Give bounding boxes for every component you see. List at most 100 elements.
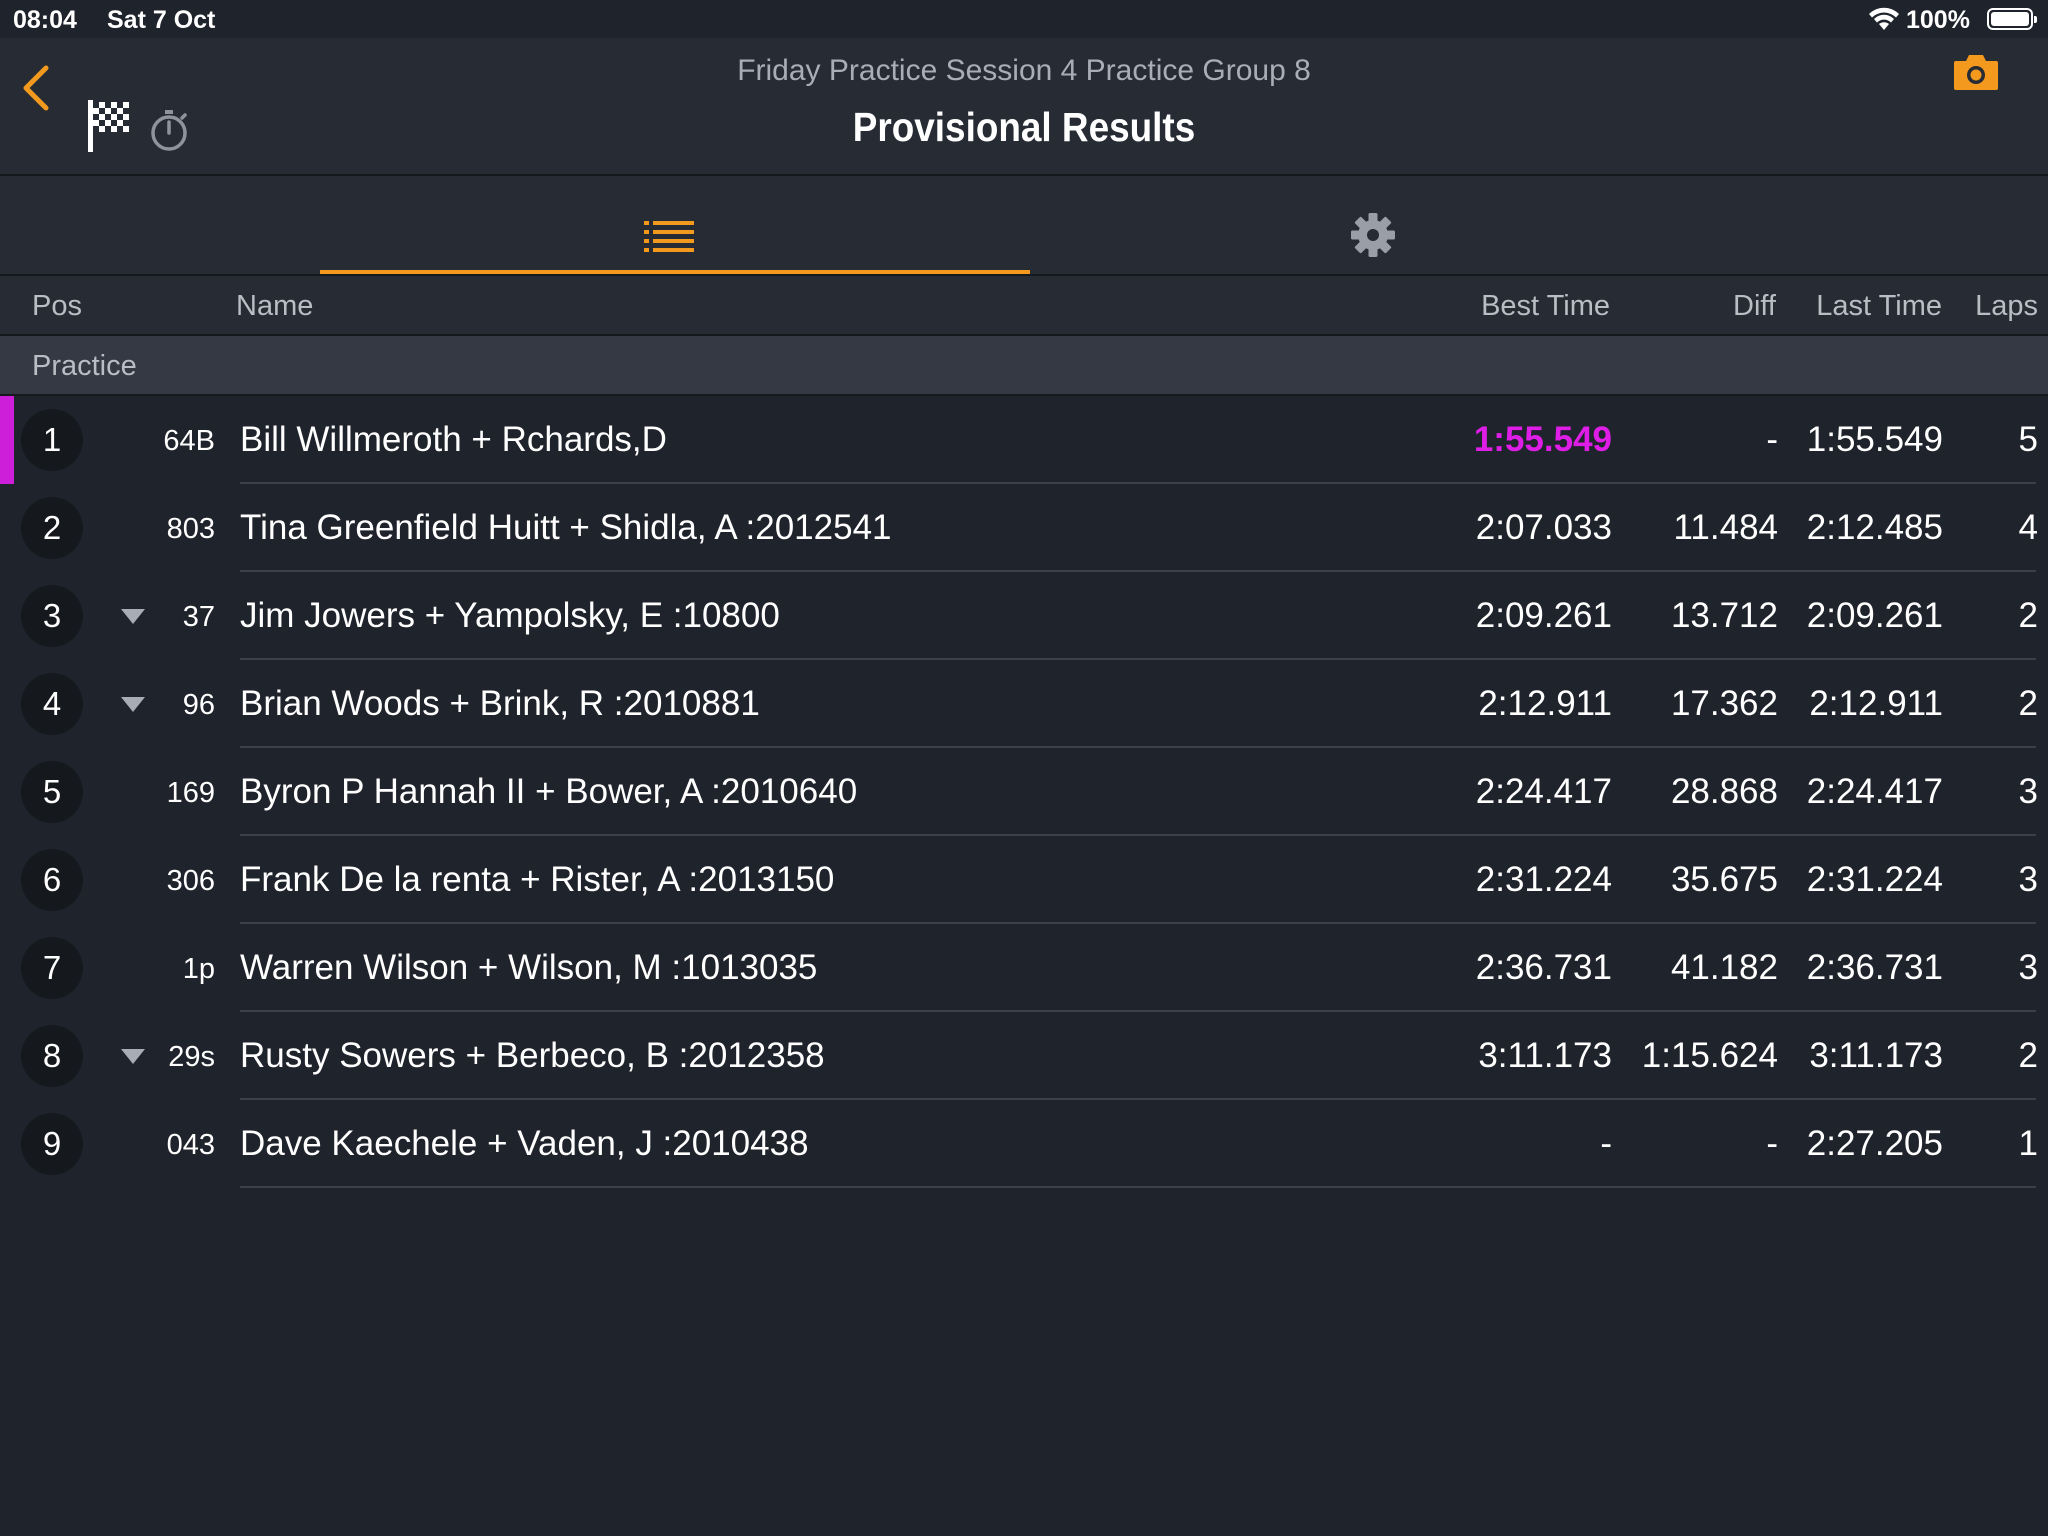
battery-icon <box>1987 8 2037 30</box>
driver-name: Bill Willmeroth + Rchards,D <box>240 420 667 459</box>
last-time: 2:12.485 <box>1806 508 1943 547</box>
position-badge: 9 <box>21 1113 83 1175</box>
result-row[interactable]: 6 306 Frank De la renta + Rister, A :201… <box>0 836 2048 924</box>
last-time: 2:24.417 <box>1806 772 1943 811</box>
car-number: 96 <box>182 689 215 721</box>
laps-count: 5 <box>2018 420 2038 459</box>
gear-icon <box>1351 213 1395 257</box>
car-number: 803 <box>166 513 215 545</box>
last-time: 1:55.549 <box>1806 420 1943 459</box>
results-table: 1 64B Bill Willmeroth + Rchards,D 1:55.5… <box>0 396 2048 1188</box>
diff-time: 11.484 <box>1673 508 1778 547</box>
driver-name: Dave Kaechele + Vaden, J :2010438 <box>240 1124 809 1163</box>
best-time: - <box>1600 1124 1612 1163</box>
tab-bar <box>0 176 2048 276</box>
position-down-icon <box>121 1049 145 1064</box>
status-bar: 08:04 Sat 7 Oct 100% <box>0 0 2048 38</box>
position-badge: 4 <box>21 673 83 735</box>
leader-indicator <box>0 396 14 484</box>
driver-name: Brian Woods + Brink, R :2010881 <box>240 684 760 723</box>
car-number: 169 <box>166 777 215 809</box>
car-number: 1p <box>182 953 215 985</box>
car-number: 306 <box>166 865 215 897</box>
column-header-diff[interactable]: Diff <box>1733 290 1776 322</box>
column-header-best-time[interactable]: Best Time <box>1481 290 1610 322</box>
laps-count: 3 <box>2018 860 2038 899</box>
position-badge: 6 <box>21 849 83 911</box>
result-row[interactable]: 8 29s Rusty Sowers + Berbeco, B :2012358… <box>0 1012 2048 1100</box>
diff-time: 13.712 <box>1670 596 1778 635</box>
laps-count: 3 <box>2018 948 2038 987</box>
active-tab-indicator <box>320 270 1030 274</box>
stopwatch-icon[interactable] <box>148 108 190 152</box>
driver-name: Rusty Sowers + Berbeco, B :2012358 <box>240 1036 825 1075</box>
list-icon <box>644 221 694 252</box>
position-badge: 2 <box>21 497 83 559</box>
last-time: 2:09.261 <box>1806 596 1943 635</box>
best-time: 2:36.731 <box>1475 948 1612 987</box>
column-header-name[interactable]: Name <box>236 290 314 322</box>
driver-name: Warren Wilson + Wilson, M :1013035 <box>240 948 818 987</box>
best-time: 2:09.261 <box>1475 596 1612 635</box>
diff-time: 41.182 <box>1670 948 1778 987</box>
position-down-icon <box>121 609 145 624</box>
driver-name: Frank De la renta + Rister, A :2013150 <box>240 860 835 899</box>
driver-name: Jim Jowers + Yampolsky, E :10800 <box>240 596 780 635</box>
group-label: Practice <box>32 350 137 382</box>
result-row[interactable]: 9 043 Dave Kaechele + Vaden, J :2010438 … <box>0 1100 2048 1188</box>
status-time: 08:04 <box>13 6 77 34</box>
column-header-last-time[interactable]: Last Time <box>1816 290 1942 322</box>
best-time: 1:55.549 <box>1473 420 1612 459</box>
result-row[interactable]: 2 803 Tina Greenfield Huitt + Shidla, A … <box>0 484 2048 572</box>
diff-time: - <box>1766 420 1778 459</box>
status-date: Sat 7 Oct <box>107 6 216 34</box>
driver-name: Tina Greenfield Huitt + Shidla, A :20125… <box>240 508 892 547</box>
diff-time: 1:15.624 <box>1641 1036 1778 1075</box>
car-number: 64B <box>163 425 215 457</box>
back-button[interactable] <box>18 58 58 118</box>
best-time: 2:24.417 <box>1475 772 1612 811</box>
camera-icon[interactable] <box>1952 52 2000 92</box>
position-badge: 3 <box>21 585 83 647</box>
last-time: 3:11.173 <box>1809 1036 1943 1075</box>
car-number: 29s <box>168 1041 215 1073</box>
result-row[interactable]: 4 96 Brian Woods + Brink, R :2010881 2:1… <box>0 660 2048 748</box>
laps-count: 2 <box>2018 684 2038 723</box>
last-time: 2:27.205 <box>1806 1124 1943 1163</box>
battery-percent: 100% <box>1906 6 1970 34</box>
laps-count: 1 <box>2018 1124 2038 1163</box>
position-badge: 8 <box>21 1025 83 1087</box>
result-row[interactable]: 7 1p Warren Wilson + Wilson, M :1013035 … <box>0 924 2048 1012</box>
group-header: Practice <box>0 336 2048 396</box>
wifi-icon <box>1869 7 1899 30</box>
header: Friday Practice Session 4 Practice Group… <box>0 38 2048 176</box>
car-number: 043 <box>166 1129 215 1161</box>
position-badge: 5 <box>21 761 83 823</box>
result-row[interactable]: 5 169 Byron P Hannah II + Bower, A :2010… <box>0 748 2048 836</box>
result-row[interactable]: 1 64B Bill Willmeroth + Rchards,D 1:55.5… <box>0 396 2048 484</box>
laps-count: 3 <box>2018 772 2038 811</box>
driver-name: Byron P Hannah II + Bower, A :2010640 <box>240 772 858 811</box>
best-time: 2:07.033 <box>1475 508 1612 547</box>
column-headers: Pos Name Best Time Diff Last Time Laps <box>0 276 2048 336</box>
tab-results-list[interactable] <box>320 176 1030 274</box>
best-time: 2:12.911 <box>1478 684 1612 723</box>
last-time: 2:31.224 <box>1806 860 1943 899</box>
laps-count: 2 <box>2018 1036 2038 1075</box>
laps-count: 4 <box>2018 508 2038 547</box>
diff-time: 28.868 <box>1670 772 1778 811</box>
diff-time: 17.362 <box>1670 684 1778 723</box>
car-number: 37 <box>182 601 215 633</box>
best-time: 2:31.224 <box>1475 860 1612 899</box>
best-time: 3:11.173 <box>1478 1036 1612 1075</box>
column-header-pos[interactable]: Pos <box>32 290 82 322</box>
position-badge: 7 <box>21 937 83 999</box>
checkered-flag-icon <box>88 100 129 152</box>
position-down-icon <box>121 697 145 712</box>
last-time: 2:12.911 <box>1809 684 1943 723</box>
result-row[interactable]: 3 37 Jim Jowers + Yampolsky, E :10800 2:… <box>0 572 2048 660</box>
laps-count: 2 <box>2018 596 2038 635</box>
tab-settings[interactable] <box>1020 176 1730 274</box>
last-time: 2:36.731 <box>1806 948 1943 987</box>
column-header-laps[interactable]: Laps <box>1975 290 2038 322</box>
